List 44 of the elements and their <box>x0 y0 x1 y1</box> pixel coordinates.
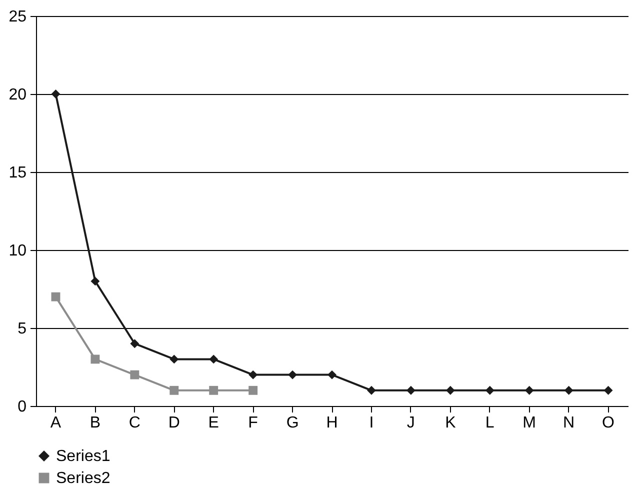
x-tick-label: E <box>208 414 219 432</box>
legend-label: Series1 <box>56 448 110 465</box>
y-tick-label: 20 <box>8 86 27 104</box>
x-tick-label: A <box>50 414 62 432</box>
x-tick-label: G <box>286 414 299 432</box>
x-tick-label: O <box>602 414 614 432</box>
point <box>209 354 218 364</box>
x-tick-label: D <box>168 414 180 432</box>
y-tick-label: 25 <box>8 8 27 26</box>
point <box>406 386 416 395</box>
point <box>90 276 100 286</box>
point <box>524 386 534 395</box>
point <box>130 339 140 348</box>
point <box>446 386 455 395</box>
y-tick-label: 5 <box>18 320 27 338</box>
point <box>170 354 179 364</box>
legend-label: Series2 <box>56 470 110 487</box>
x-tick-label: M <box>522 414 536 432</box>
y-tick-label: 10 <box>8 242 27 260</box>
point <box>288 370 298 380</box>
point <box>170 386 179 395</box>
y-tick-label: 15 <box>8 164 27 182</box>
x-tick-label: K <box>445 414 456 432</box>
x-tick-label: J <box>406 414 415 432</box>
point <box>209 386 218 395</box>
x-tick-label: N <box>563 414 575 432</box>
x-tick-label: C <box>128 414 140 432</box>
point <box>328 370 336 380</box>
point <box>485 386 494 395</box>
x-tick-label: F <box>248 414 258 432</box>
point <box>130 370 140 380</box>
x-tick-label: L <box>485 414 494 432</box>
x-tick-label: H <box>326 414 338 432</box>
point <box>564 386 574 395</box>
point <box>604 386 613 395</box>
point <box>90 354 100 364</box>
point <box>248 386 258 395</box>
point <box>51 292 60 302</box>
point <box>248 370 258 380</box>
y-tick-label: 0 <box>18 398 27 416</box>
point <box>51 90 60 98</box>
point <box>366 386 376 395</box>
x-tick-label: B <box>90 414 101 432</box>
x-tick-label: I <box>369 414 374 432</box>
